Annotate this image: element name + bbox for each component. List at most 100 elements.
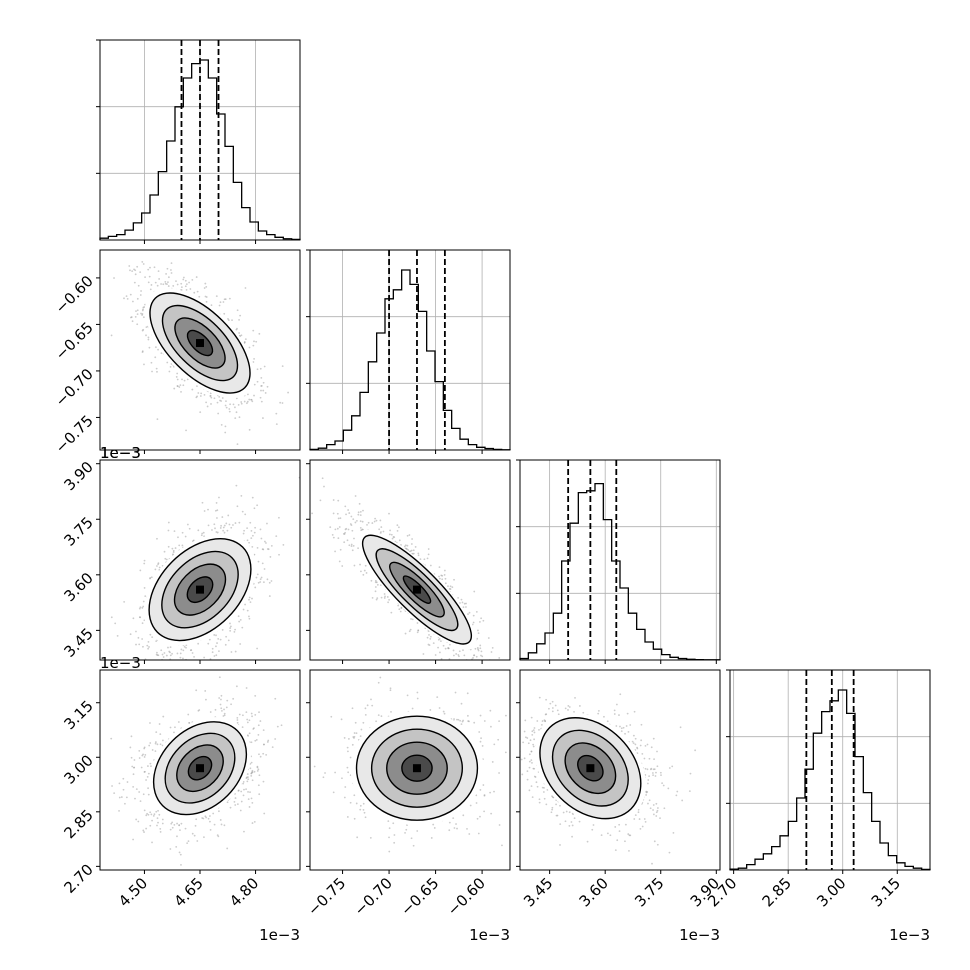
scatter-point: [182, 649, 185, 652]
scatter-point: [149, 762, 152, 765]
panel-content: [110, 676, 283, 866]
scatter-point: [172, 549, 175, 552]
scatter-point: [416, 631, 419, 634]
scatter-point: [143, 306, 146, 308]
scatter-point: [135, 630, 137, 633]
scatter-point: [414, 546, 417, 548]
scatter-point: [347, 528, 350, 531]
scatter-point: [270, 580, 273, 582]
scatter-point: [354, 521, 357, 524]
scatter-point: [216, 401, 219, 404]
scatter-point: [143, 559, 146, 562]
scatter-point: [185, 288, 188, 291]
scatter-point: [428, 634, 430, 636]
scatter-point: [250, 398, 253, 401]
scatter-point: [216, 517, 218, 519]
scatter-point: [147, 640, 150, 643]
scatter-point: [348, 512, 351, 514]
scatter-point: [238, 416, 241, 419]
scatter-point: [238, 521, 241, 524]
scatter-point: [246, 773, 249, 775]
scatter-point: [244, 603, 246, 606]
scatter-point: [185, 429, 187, 432]
scatter-point: [391, 537, 394, 540]
scatter-point: [238, 332, 241, 334]
scatter-point: [237, 615, 240, 618]
scatter-point: [251, 801, 254, 804]
scatter-point: [216, 642, 218, 644]
scatter-point: [246, 400, 249, 403]
scatter-point: [392, 536, 395, 538]
scatter-point: [419, 558, 422, 561]
scatter-point: [218, 496, 220, 499]
scatter-point: [244, 513, 247, 516]
scatter-point: [169, 726, 172, 729]
scatter-point: [148, 346, 151, 349]
scatter-point: [379, 519, 382, 522]
scatter-point: [176, 652, 179, 655]
scatter-point: [251, 597, 253, 600]
scatter-point: [141, 261, 144, 263]
scatter-point: [141, 607, 144, 609]
scatter-point: [472, 657, 474, 659]
scatter-point: [164, 557, 167, 560]
scatter-point: [229, 806, 232, 809]
scatter-point: [254, 739, 257, 742]
scatter-point: [437, 646, 439, 649]
contour-line-2: [174, 317, 226, 369]
scatter-point: [233, 631, 236, 633]
scatter-point: [198, 295, 201, 298]
scatter-point: [259, 581, 262, 583]
scatter-point: [248, 346, 251, 349]
scatter-point: [149, 633, 152, 636]
scatter-point: [382, 530, 385, 533]
contour-line-4: [148, 538, 252, 642]
scatter-point: [260, 537, 263, 540]
scatter-point: [475, 668, 477, 670]
scatter-point: [261, 562, 264, 565]
scatter-point: [371, 596, 374, 599]
contour-line-1: [186, 576, 214, 604]
scatter-point: [355, 520, 358, 522]
scatter-point: [223, 531, 226, 534]
scatter-point: [287, 391, 289, 394]
scatter-point: [243, 830, 245, 833]
scatter-point: [131, 270, 134, 273]
scatter-point: [173, 530, 176, 533]
scatter-point: [195, 276, 198, 278]
scatter-point: [359, 563, 361, 566]
scatter-point: [165, 654, 168, 657]
scatter-point: [214, 527, 216, 530]
scatter-point: [410, 543, 413, 545]
scatter-point: [136, 309, 139, 312]
scatter-point: [457, 596, 460, 599]
scatter-point: [423, 558, 426, 561]
scatter-point: [429, 637, 432, 640]
scatter-point: [209, 392, 212, 395]
scatter-point: [132, 300, 134, 303]
scatter-point: [149, 577, 151, 580]
scatter-point: [168, 650, 171, 653]
scatter-point: [482, 619, 485, 622]
scatter-point: [491, 647, 494, 649]
scatter-point: [248, 615, 250, 618]
scatter-point: [182, 384, 185, 387]
scatter-point: [211, 651, 214, 654]
scatter-point: [238, 318, 240, 321]
scatter-point: [188, 281, 190, 284]
scatter-point: [210, 396, 213, 399]
panel-frame: [99, 39, 301, 241]
scatter-point: [171, 652, 173, 655]
scatter-point: [169, 828, 172, 831]
scatter-point: [390, 611, 393, 614]
scatter-point: [483, 660, 485, 662]
scatter-point: [362, 573, 365, 576]
scatter-point: [264, 392, 267, 394]
scatter-point: [141, 329, 144, 332]
scatter-point: [142, 600, 145, 603]
scatter-point: [226, 699, 229, 702]
scatter-point: [364, 564, 367, 567]
scatter-point: [247, 393, 249, 396]
scatter-point: [334, 528, 337, 531]
scatter-point: [216, 531, 219, 534]
